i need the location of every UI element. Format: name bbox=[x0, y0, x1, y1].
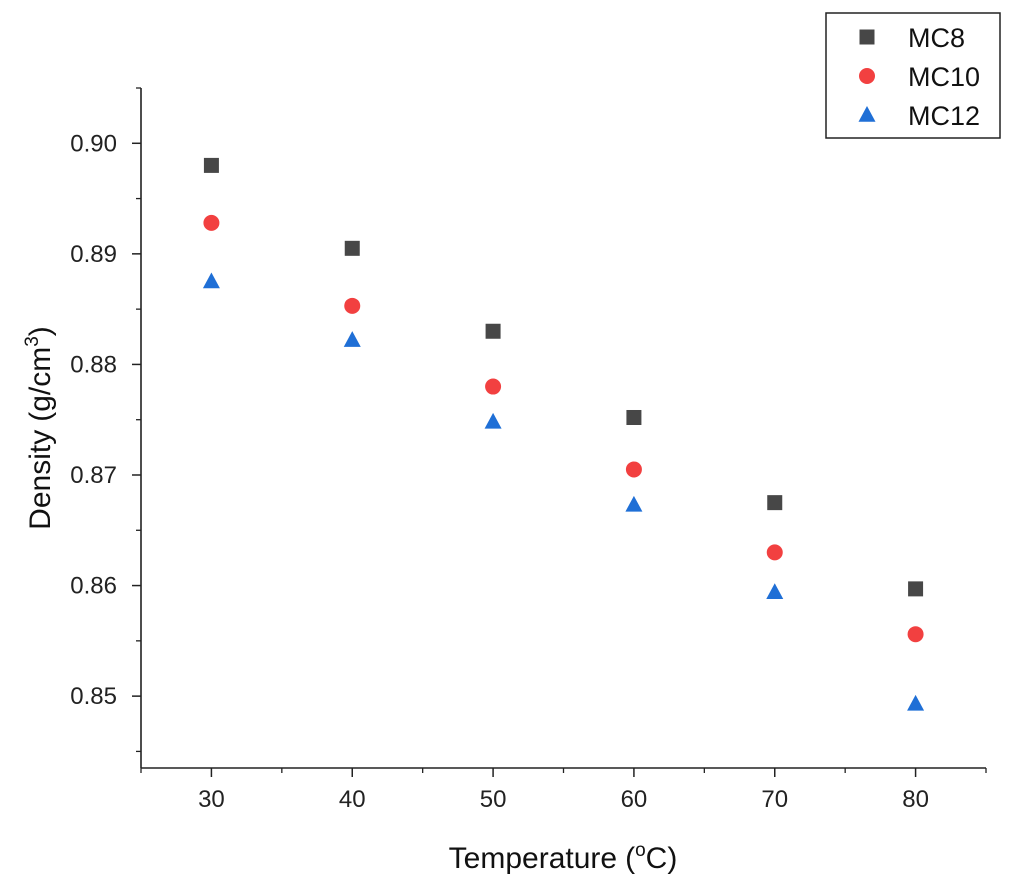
y-tick-label: 0.86 bbox=[70, 573, 117, 600]
x-axis-unit-superscript: o bbox=[635, 840, 646, 861]
legend-label: MC8 bbox=[908, 23, 965, 53]
x-axis-title: Temperature (oC) bbox=[449, 840, 678, 875]
data-point bbox=[907, 626, 924, 643]
legend: MC8 MC10 MC12 bbox=[825, 12, 1001, 139]
y-axis-title-text: Density bbox=[24, 430, 57, 530]
y-ticks: 0.85 0.86 0.87 0.88 0.89 0.90 bbox=[70, 87, 141, 753]
legend-items: MC8 MC10 MC12 bbox=[858, 23, 980, 131]
x-ticks: 30 40 50 60 70 80 bbox=[140, 768, 987, 813]
data-point bbox=[766, 544, 783, 561]
y-axis-unit-text: (g/cm bbox=[24, 347, 57, 422]
data-point bbox=[485, 378, 502, 395]
data-point bbox=[203, 157, 219, 173]
data-point bbox=[344, 240, 360, 256]
data-point bbox=[625, 461, 642, 478]
legend-label: MC12 bbox=[908, 101, 980, 131]
data-point bbox=[767, 495, 783, 511]
x-axis-title-text: Temperature bbox=[449, 842, 617, 875]
y-tick-label: 0.87 bbox=[70, 462, 117, 489]
data-point bbox=[626, 409, 642, 425]
data-point bbox=[203, 214, 220, 231]
y-axis-title: Density (g/cm3) bbox=[22, 326, 57, 530]
data-point bbox=[766, 583, 784, 599]
y-tick-label: 0.85 bbox=[70, 683, 117, 710]
y-tick-label: 0.90 bbox=[70, 130, 117, 157]
legend-box bbox=[825, 12, 1001, 139]
x-tick-label: 60 bbox=[621, 786, 648, 813]
data-point bbox=[485, 323, 501, 339]
x-axis-unit-open: ( bbox=[625, 842, 635, 875]
y-axis-unit-close: ) bbox=[24, 326, 57, 336]
data-point bbox=[202, 272, 220, 289]
y-axis-unit-superscript: 3 bbox=[22, 336, 43, 347]
x-tick-label: 40 bbox=[339, 786, 366, 813]
x-tick-label: 30 bbox=[198, 786, 225, 813]
data-points bbox=[202, 157, 925, 711]
data-point bbox=[907, 694, 925, 711]
legend-marker bbox=[858, 106, 876, 122]
y-tick-label: 0.89 bbox=[70, 241, 117, 268]
data-point bbox=[484, 412, 502, 429]
axes: 0.85 0.86 0.87 0.88 0.89 0.90 30 40 50 60 70 80 bbox=[70, 87, 987, 813]
y-tick-label: 0.88 bbox=[70, 351, 117, 378]
data-point bbox=[908, 581, 924, 597]
x-axis-unit-text: C) bbox=[646, 842, 678, 875]
data-point bbox=[344, 297, 361, 314]
x-tick-label: 50 bbox=[480, 786, 507, 813]
legend-marker bbox=[859, 29, 875, 45]
legend-label: MC10 bbox=[908, 62, 980, 92]
x-tick-label: 80 bbox=[902, 786, 929, 813]
series-MC12 bbox=[202, 272, 925, 711]
legend-marker bbox=[859, 68, 875, 84]
data-point bbox=[625, 495, 643, 512]
data-point bbox=[343, 331, 361, 347]
series-MC8 bbox=[203, 157, 924, 597]
x-tick-label: 70 bbox=[761, 786, 788, 813]
series-MC10 bbox=[203, 214, 924, 643]
